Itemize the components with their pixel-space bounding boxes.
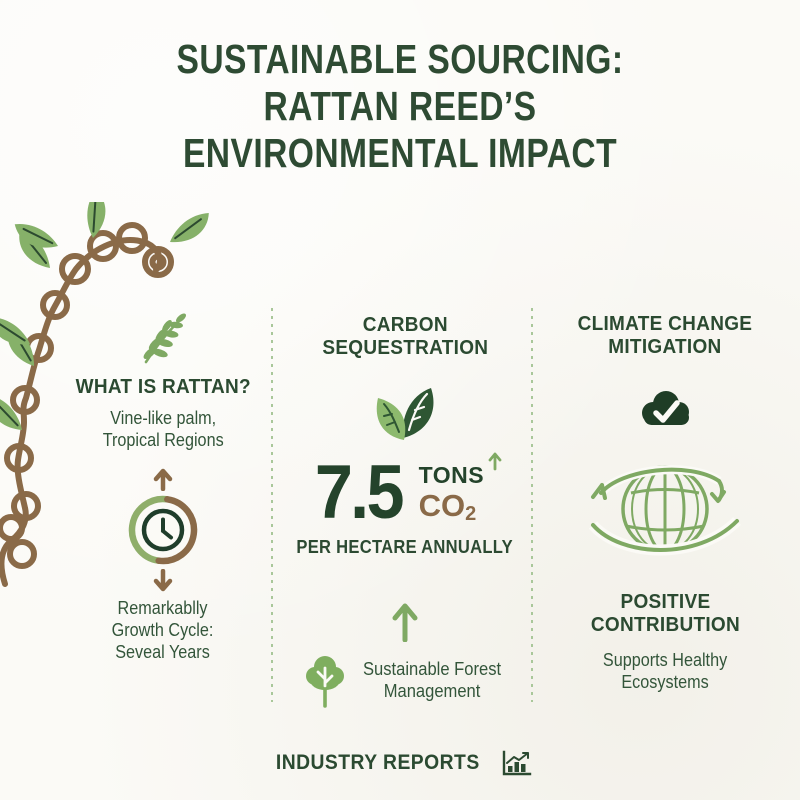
arrow-up-icon bbox=[153, 468, 173, 491]
stat-units: TONS CO2 bbox=[418, 452, 502, 525]
positive-contribution-header: POSITIVE CONTRIBUTION bbox=[590, 591, 739, 637]
ecosystems-line-2: Ecosystems bbox=[621, 672, 709, 692]
clock-icon bbox=[128, 495, 198, 565]
ecosystems-text: Supports Healthy Ecosystems bbox=[603, 649, 727, 693]
forest-management-line-2: Management bbox=[383, 680, 481, 701]
stat-gas: CO2 bbox=[418, 487, 477, 525]
arrow-up-icon bbox=[392, 603, 418, 642]
climate-header: CLIMATE CHANGE MITIGATION bbox=[578, 313, 753, 359]
bar-chart-icon bbox=[502, 750, 531, 776]
title-line-1: SUSTAINABLE SOURCING: bbox=[176, 36, 624, 82]
column-carbon-sequestration: CARBON SEQUESTRATION 7.5 TONS CO2 PER HE… bbox=[283, 308, 527, 708]
rattan-description-line-1: Vine-like palm, bbox=[110, 408, 216, 428]
title-line-3: ENVIRONMENTAL IMPACT bbox=[182, 130, 618, 176]
globe-orbit-icon bbox=[588, 465, 741, 556]
column-divider-right bbox=[531, 308, 533, 702]
footer-label: INDUSTRY REPORTS bbox=[276, 751, 480, 774]
footer: INDUSTRY REPORTS bbox=[0, 749, 800, 777]
rattan-vine-illustration bbox=[0, 202, 211, 587]
column-climate-change: CLIMATE CHANGE MITIGATION bbox=[543, 305, 787, 693]
positive-contribution-line-1: POSITIVE bbox=[620, 591, 710, 613]
positive-contribution-line-2: CONTRIBUTION bbox=[590, 614, 740, 636]
climate-header-line-1: CLIMATE CHANGE bbox=[577, 313, 753, 335]
rattan-header: WHAT IS RATTAN? bbox=[75, 376, 251, 398]
column-what-is-rattan: WHAT IS RATTAN? Vine-like palm, Tropical… bbox=[57, 308, 269, 663]
stat-unit: TONS bbox=[418, 462, 485, 489]
tree-icon bbox=[305, 655, 344, 708]
ecosystems-line-1: Supports Healthy bbox=[602, 650, 728, 670]
growth-cycle-line-3: Seveal Years bbox=[115, 642, 211, 662]
climate-header-line-2: MITIGATION bbox=[608, 336, 722, 358]
leaf-pair-icon bbox=[376, 388, 434, 440]
stat-caption: PER HECTARE ANNUALLY bbox=[296, 536, 514, 557]
arrow-down-icon bbox=[153, 569, 173, 592]
growth-cycle-line-2: Growth Cycle: bbox=[112, 620, 214, 640]
rattan-description-line-2: Tropical Regions bbox=[102, 430, 224, 450]
fern-frond-icon bbox=[143, 313, 186, 364]
carbon-header-line-2: SEQUESTRATION bbox=[322, 337, 488, 359]
forest-management-line-1: Sustainable Forest bbox=[362, 658, 502, 679]
arrow-up-icon bbox=[488, 452, 502, 471]
stat-value: 7.5 bbox=[314, 450, 405, 535]
growth-cycle-line-1: Remarkablly bbox=[117, 598, 209, 618]
column-divider-left bbox=[271, 308, 273, 702]
title-line-2: RATTAN REED’S bbox=[263, 83, 537, 129]
page-title: SUSTAINABLE SOURCING: RATTAN REED’S ENVI… bbox=[72, 36, 728, 177]
forest-management-note: Sustainable Forest Management bbox=[303, 652, 507, 708]
growth-cycle-text: Remarkablly Growth Cycle: Seveal Years bbox=[112, 597, 214, 663]
stat-gas-subscript: 2 bbox=[465, 502, 477, 525]
rattan-description: Vine-like palm, Tropical Regions bbox=[103, 407, 224, 451]
carbon-header: CARBON SEQUESTRATION bbox=[322, 314, 488, 360]
carbon-header-line-1: CARBON bbox=[362, 314, 448, 336]
forest-management-text: Sustainable Forest Management bbox=[363, 658, 501, 702]
carbon-stat: 7.5 TONS CO2 bbox=[310, 450, 502, 535]
cloud-check-icon bbox=[642, 391, 689, 425]
